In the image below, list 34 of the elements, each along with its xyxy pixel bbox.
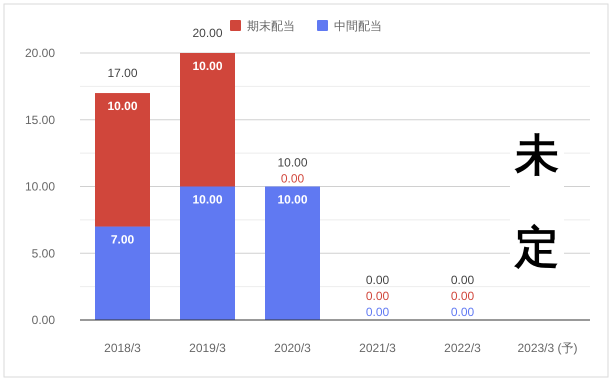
x-tick-label: 2019/3 bbox=[189, 341, 226, 355]
data-label: 0.00 bbox=[450, 289, 474, 303]
data-label: 0.00 bbox=[280, 172, 304, 186]
data-label: 10.00 bbox=[277, 192, 308, 206]
y-tick-label: 20.00 bbox=[24, 46, 56, 60]
total-label: 10.00 bbox=[277, 156, 308, 170]
data-label: 10.00 bbox=[192, 192, 223, 206]
x-tick-label: 2022/3 bbox=[444, 341, 482, 355]
total-label: 17.00 bbox=[107, 66, 138, 80]
total-label: 20.00 bbox=[192, 26, 223, 40]
bar bbox=[180, 186, 235, 320]
data-label: 10.00 bbox=[192, 59, 223, 73]
legend-label: 期末配当 bbox=[247, 19, 295, 33]
bar bbox=[95, 226, 150, 320]
bar bbox=[265, 186, 320, 320]
bar bbox=[180, 53, 235, 186]
x-tick-label: 2018/3 bbox=[104, 341, 142, 355]
annotation: 未定 bbox=[514, 131, 559, 272]
y-tick-label: 5.00 bbox=[32, 246, 56, 260]
bar bbox=[95, 93, 150, 227]
y-tick-label: 0.00 bbox=[32, 313, 56, 327]
data-label: 7.00 bbox=[110, 232, 134, 247]
data-label: 0.00 bbox=[366, 289, 390, 303]
x-tick-label: 2021/3 bbox=[359, 341, 396, 355]
y-tick-label: 15.00 bbox=[24, 112, 56, 127]
total-label: 0.00 bbox=[450, 305, 474, 319]
data-label: 10.00 bbox=[107, 99, 138, 114]
y-tick-label: 10.00 bbox=[24, 180, 56, 194]
legend-label: 中間配当 bbox=[334, 19, 382, 33]
x-tick-label: 2020/3 bbox=[274, 341, 312, 355]
text: 0.00 bbox=[366, 273, 390, 287]
total-label: 0.00 bbox=[366, 305, 390, 319]
text: 0.00 bbox=[450, 273, 474, 287]
x-tick-label: 2023/3 (予) bbox=[517, 341, 578, 355]
